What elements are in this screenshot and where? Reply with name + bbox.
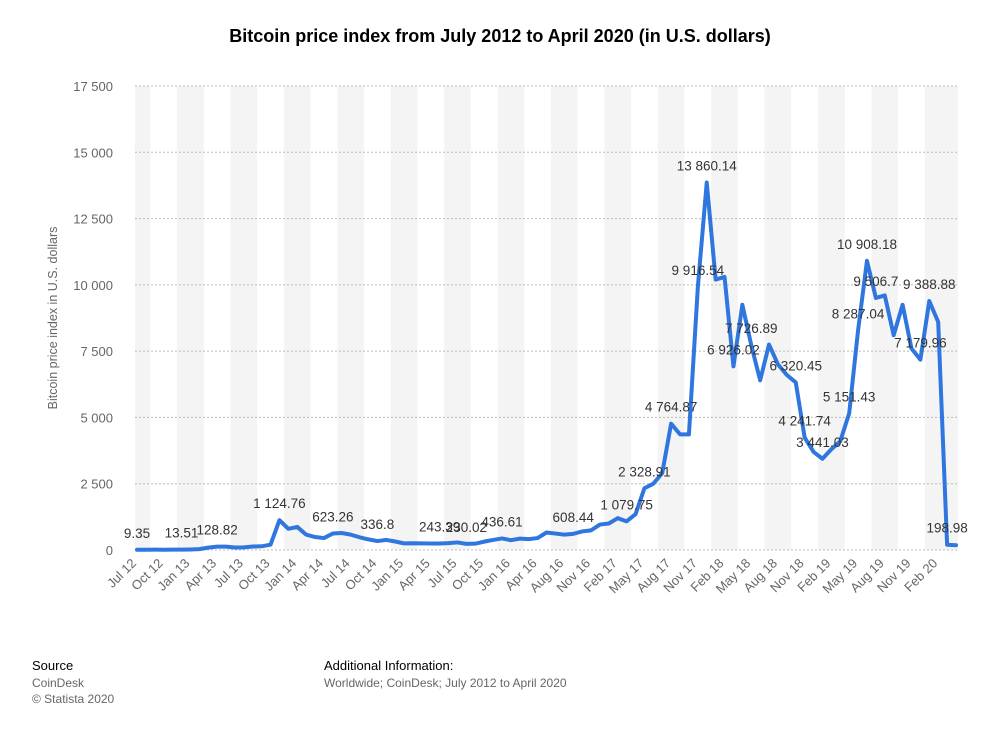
band bbox=[871, 86, 899, 550]
data-label: 230.02 bbox=[446, 520, 487, 535]
band bbox=[230, 86, 258, 550]
data-label: 9 916.54 bbox=[672, 263, 725, 278]
band bbox=[550, 86, 578, 550]
data-label: 2 328.91 bbox=[618, 464, 671, 479]
source-title: Source bbox=[32, 658, 73, 673]
band bbox=[337, 86, 365, 550]
y-tick-label: 5 000 bbox=[80, 410, 113, 425]
data-label: 10 908.18 bbox=[837, 237, 897, 252]
y-tick-label: 2 500 bbox=[80, 477, 113, 492]
data-label: 4 764.87 bbox=[645, 400, 698, 415]
band bbox=[657, 86, 685, 550]
data-label: 3 441.03 bbox=[796, 435, 849, 450]
band bbox=[177, 86, 204, 550]
data-label: 9 506.7 bbox=[853, 274, 898, 289]
line bbox=[135, 180, 958, 552]
y-axis-title: Bitcoin price index in U.S. dollars bbox=[46, 227, 60, 410]
data-label: 623.26 bbox=[312, 509, 353, 524]
data-label: 6 320.45 bbox=[769, 358, 822, 373]
data-label: 128.82 bbox=[196, 523, 237, 538]
data-label: 1 124.76 bbox=[253, 496, 306, 511]
y-tick-label: 15 000 bbox=[73, 145, 113, 160]
data-label: 608.44 bbox=[553, 510, 595, 525]
data-label: 7 179.96 bbox=[894, 336, 947, 351]
band bbox=[283, 86, 311, 550]
band bbox=[818, 86, 845, 550]
band bbox=[135, 86, 151, 550]
data-label: 5 151.43 bbox=[823, 389, 876, 404]
band bbox=[764, 86, 792, 550]
info-title: Additional Information: bbox=[324, 658, 453, 673]
data-label: 243.39 bbox=[419, 520, 460, 535]
data-label: 9 388.88 bbox=[903, 277, 956, 292]
data-label: 6 926.02 bbox=[707, 342, 760, 357]
data-label: 4 241.74 bbox=[778, 414, 831, 429]
y-tick-label: 17 500 bbox=[73, 79, 113, 94]
data-label: 7 726.89 bbox=[725, 321, 778, 336]
y-tick-label: 12 500 bbox=[73, 212, 113, 227]
chart-title: Bitcoin price index from July 2012 to Ap… bbox=[229, 26, 770, 46]
data-label: 13 860.14 bbox=[677, 159, 738, 174]
data-label: 8 287.04 bbox=[832, 306, 885, 321]
y-tick-label: 7 500 bbox=[80, 344, 113, 359]
band bbox=[444, 86, 471, 550]
band bbox=[390, 86, 418, 550]
data-label: 1 079.75 bbox=[600, 497, 653, 512]
y-tick-label: 10 000 bbox=[73, 278, 113, 293]
band bbox=[924, 86, 958, 550]
band bbox=[711, 86, 738, 550]
band bbox=[497, 86, 525, 550]
data-label: 336.8 bbox=[360, 517, 394, 532]
data-label: 9.35 bbox=[124, 526, 150, 541]
copyright: © Statista 2020 bbox=[32, 692, 115, 706]
band bbox=[604, 86, 632, 550]
data-label: 198.98 bbox=[926, 521, 967, 536]
y-tick-label: 0 bbox=[106, 543, 113, 558]
data-label: 436.61 bbox=[481, 514, 522, 529]
info: Worldwide; CoinDesk; July 2012 to April … bbox=[324, 676, 567, 690]
source: CoinDesk bbox=[32, 676, 85, 690]
data-label: 13.51 bbox=[165, 526, 199, 541]
